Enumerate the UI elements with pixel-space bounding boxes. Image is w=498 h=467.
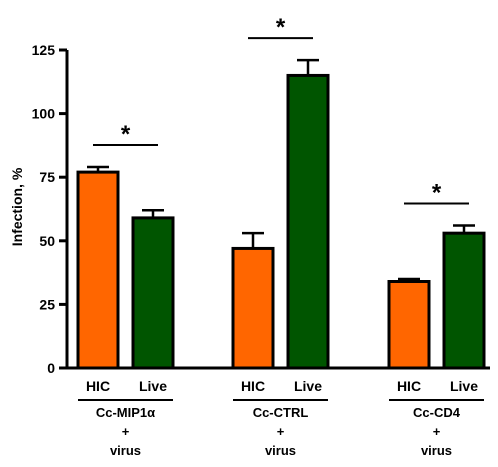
- y-tick-label: 50: [39, 233, 55, 249]
- bar: [76, 170, 120, 370]
- category-label: Live: [450, 378, 478, 394]
- category-label: HIC: [86, 378, 110, 394]
- bar: [387, 280, 431, 370]
- category-label: Live: [139, 378, 167, 394]
- group-label-line: Cc-CTRL: [253, 405, 309, 420]
- category-label: HIC: [397, 378, 421, 394]
- group-label-line: Cc-MIP1α: [96, 405, 155, 420]
- y-tick-label: 125: [32, 42, 56, 58]
- bar: [442, 231, 486, 370]
- category-label: HIC: [241, 378, 265, 394]
- y-tick-label: 100: [32, 106, 56, 122]
- bar: [286, 73, 330, 370]
- group-label-line: virus: [265, 443, 296, 458]
- significance-marker: *: [276, 14, 286, 41]
- group-label-line: virus: [421, 443, 452, 458]
- y-axis-label: Infection, %: [9, 167, 25, 246]
- significance-marker: *: [432, 180, 442, 207]
- category-label: Live: [294, 378, 322, 394]
- y-tick-label: 75: [39, 169, 55, 185]
- group-label-line: Cc-CD4: [413, 405, 461, 420]
- y-tick-label: 0: [47, 360, 55, 376]
- y-tick-label: 25: [39, 296, 55, 312]
- bars: [76, 58, 486, 370]
- group-label-line: +: [433, 424, 441, 439]
- group-label-line: virus: [110, 443, 141, 458]
- significance-marker: *: [121, 121, 131, 148]
- labels: HIC Live * Cc-MIP1α + virus HIC Live * Cc-CTRL + vi…: [78, 14, 484, 458]
- bar: [231, 246, 275, 370]
- bar: [131, 216, 175, 370]
- group-label-line: +: [277, 424, 285, 439]
- group-label-line: +: [122, 424, 130, 439]
